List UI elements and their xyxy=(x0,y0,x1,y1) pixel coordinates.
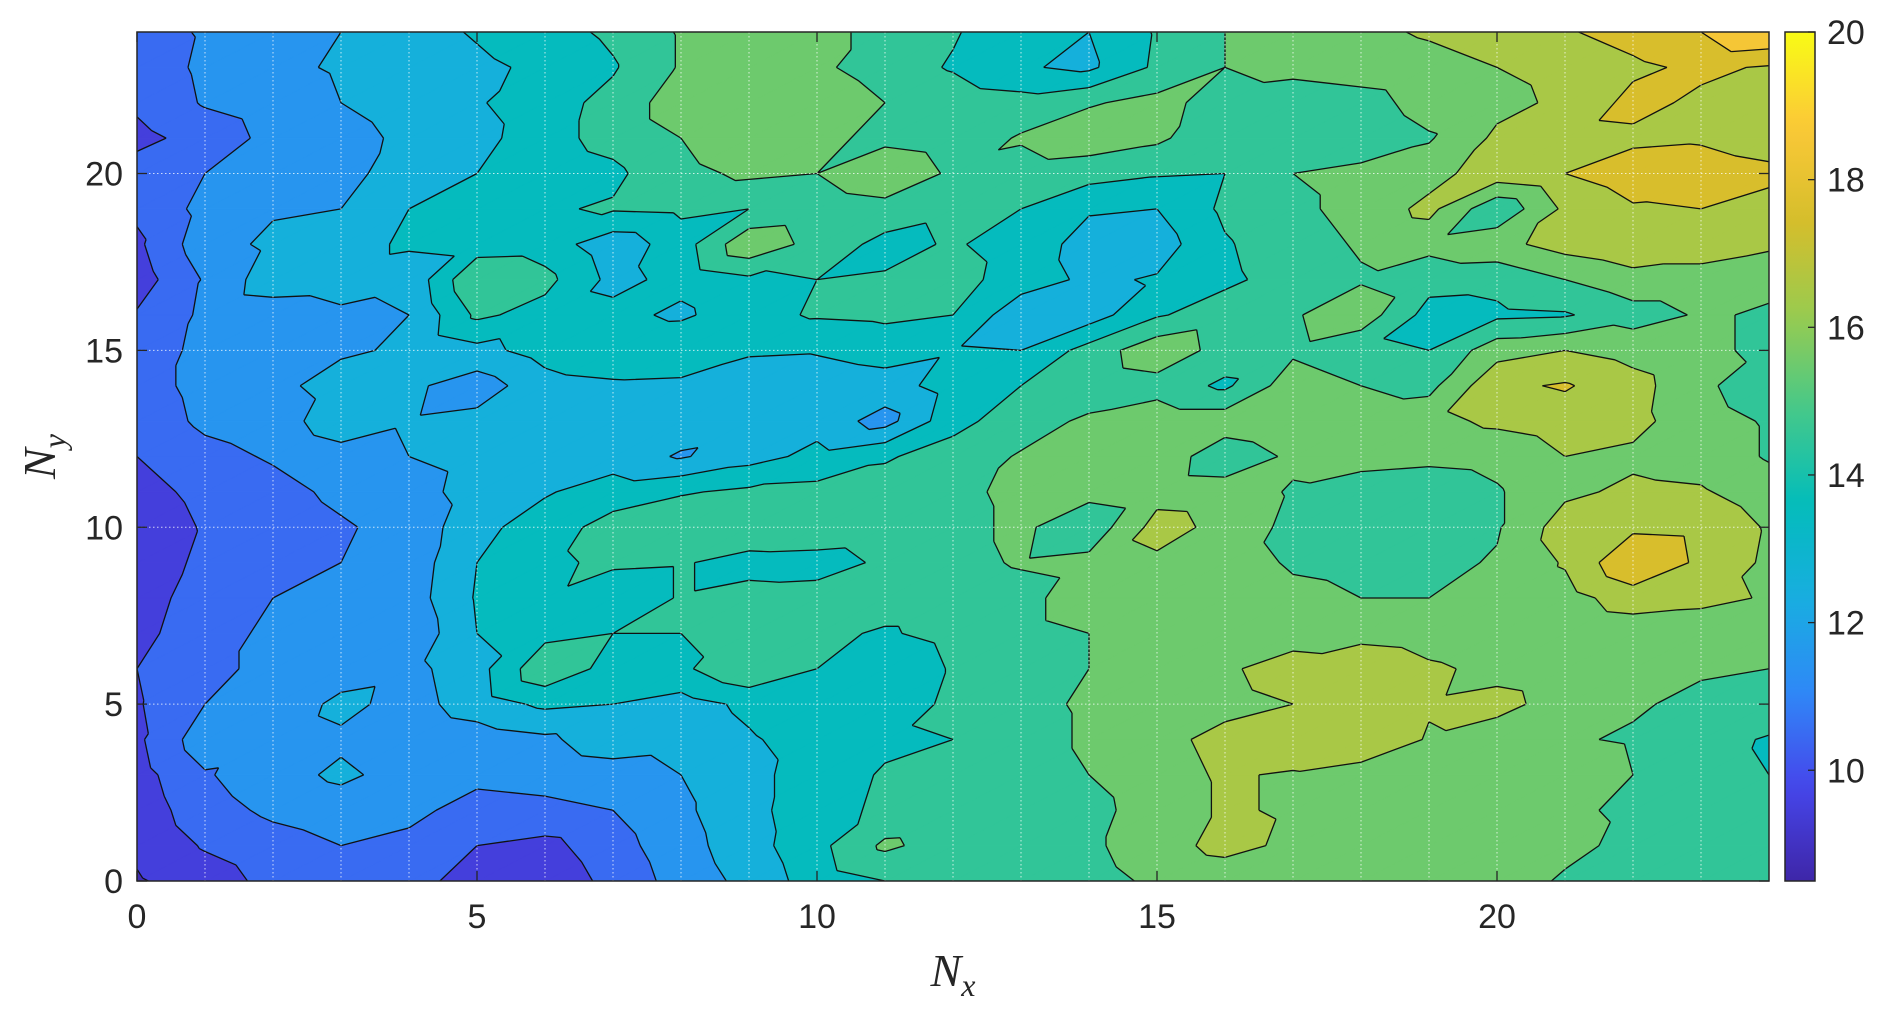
contour-band-cell xyxy=(137,32,196,68)
contour-band-cell xyxy=(204,32,274,68)
contour-line-10 xyxy=(137,116,594,881)
contour-band-cell xyxy=(1020,32,1090,68)
contour-band-cell xyxy=(272,32,342,68)
x-tick-label: 15 xyxy=(1138,898,1176,936)
plot-area: 0 5 10 15 20 0 5 10 15 20 xyxy=(85,31,1770,936)
colorbar-frame xyxy=(1784,31,1816,882)
contour-band-cell xyxy=(1496,32,1566,68)
contour-band-cell xyxy=(675,32,682,68)
plot-frame xyxy=(136,31,1770,882)
colorbar-tick-label: 14 xyxy=(1827,457,1865,495)
contour-band-cell xyxy=(1292,32,1362,68)
contour-band-cell xyxy=(1360,32,1419,68)
contour-band-cell xyxy=(1758,420,1769,457)
contour-band-cell xyxy=(884,32,954,68)
y-tick-label: 5 xyxy=(104,686,123,724)
y-tick-label: 20 xyxy=(85,156,123,194)
contour-band-cell xyxy=(408,32,470,68)
y-axis-ticks: 0 5 10 15 20 xyxy=(85,156,1769,901)
contour-band-cell xyxy=(544,32,600,68)
grid-lines xyxy=(137,32,1769,881)
colorbar: 10 12 14 16 18 20 xyxy=(1784,14,1865,882)
contour-band-cell xyxy=(952,32,1022,68)
colorbar-tick-label: 10 xyxy=(1827,752,1865,790)
contour-band-cell xyxy=(748,32,818,68)
colorbar-tick-label: 18 xyxy=(1827,162,1865,200)
colorbar-tick-label: 20 xyxy=(1827,14,1865,52)
y-axis-label: Ny xyxy=(14,433,72,480)
contour-band-cell xyxy=(1156,32,1226,68)
x-tick-label: 5 xyxy=(468,898,487,936)
contour-band-cell xyxy=(673,562,682,599)
contour-band-cell xyxy=(816,32,852,68)
x-tick-label: 10 xyxy=(798,898,836,936)
contour-band-cell xyxy=(340,32,410,68)
x-tick-label: 20 xyxy=(1478,898,1516,936)
contour-line-13 xyxy=(388,32,1182,881)
x-axis-ticks: 0 5 10 15 20 xyxy=(128,32,1516,936)
colorbar-gradient xyxy=(1785,32,1815,881)
x-tick-label: 0 xyxy=(128,898,147,936)
y-tick-label: 0 xyxy=(104,863,123,901)
y-tick-label: 15 xyxy=(85,332,123,370)
contour-band-cell xyxy=(680,32,750,68)
y-tick-label: 10 xyxy=(85,509,123,547)
colorbar-ticks: 10 12 14 16 18 20 xyxy=(1808,14,1865,790)
contour-line-15 xyxy=(648,32,1769,881)
contour-line-11 xyxy=(175,32,657,881)
contour-band-cell xyxy=(1496,491,1505,528)
contour-fills xyxy=(137,32,1769,881)
x-axis-label: Nx xyxy=(930,945,976,1003)
colorbar-tick-label: 16 xyxy=(1827,309,1865,347)
contour-line-16 xyxy=(1131,32,1769,859)
colorbar-tick-label: 12 xyxy=(1827,605,1865,643)
